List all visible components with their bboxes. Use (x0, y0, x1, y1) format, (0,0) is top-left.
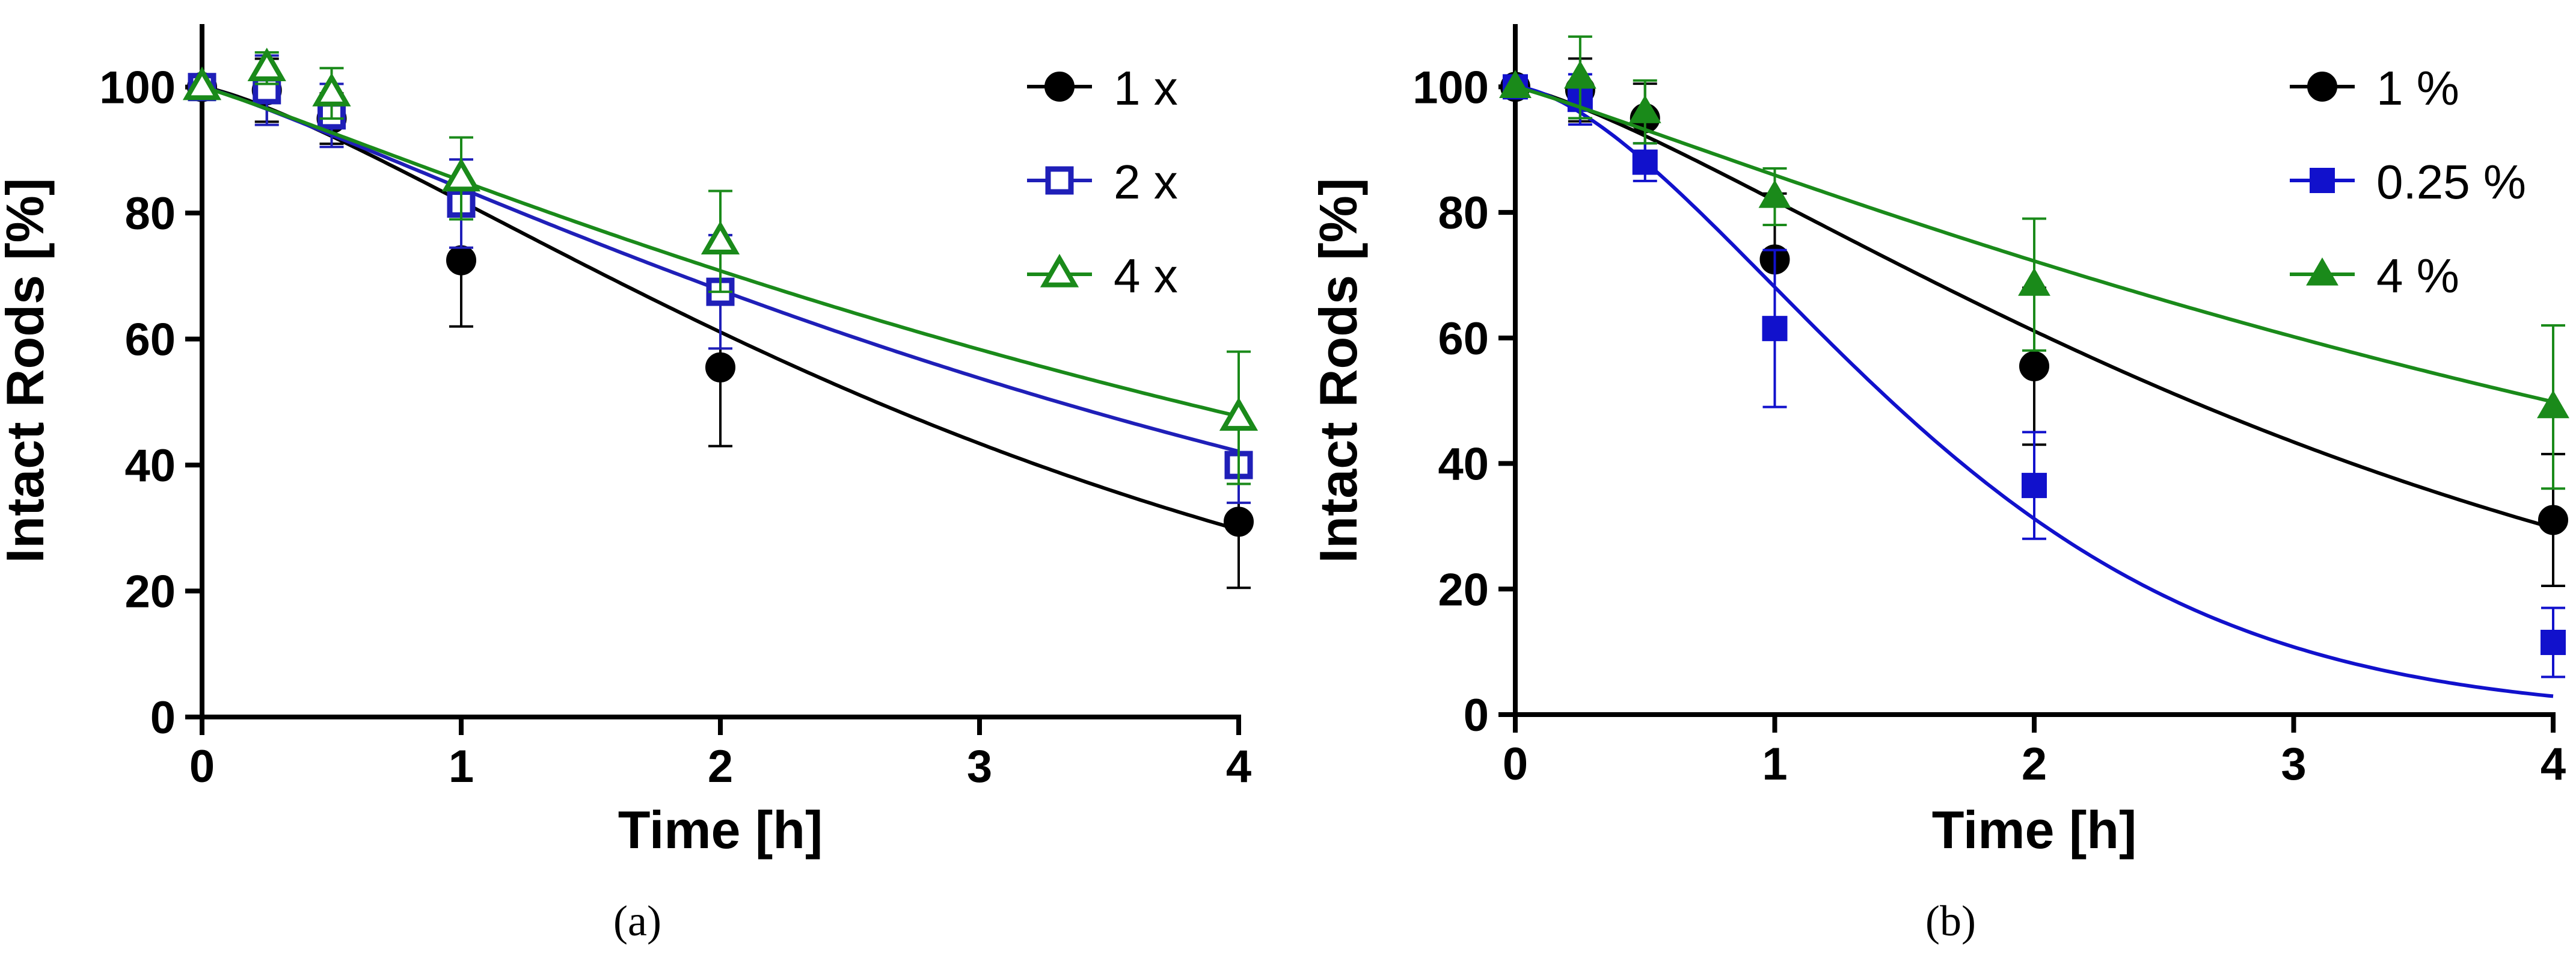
data-point (705, 352, 735, 383)
x-tick-label: 2 (2022, 739, 2047, 790)
y-tick-label: 20 (124, 567, 176, 618)
data-point (2537, 390, 2569, 419)
data-point (1632, 149, 1658, 175)
legend-entry: 0.25 % (2290, 155, 2526, 209)
x-axis-title: Time [h] (618, 800, 823, 860)
data-point (182, 66, 222, 100)
y-tick-label: 100 (1412, 62, 1489, 113)
y-tick-label: 40 (1438, 439, 1489, 490)
series-2 (182, 48, 1259, 485)
data-point (2022, 473, 2047, 499)
data-point (2018, 268, 2050, 296)
data-point (2541, 629, 2566, 655)
series-2 (1499, 35, 2569, 490)
y-axis-title: Intact Rods [%] (0, 178, 55, 563)
legend-label: 2 x (1114, 155, 1178, 209)
data-point (1758, 179, 1791, 208)
legend-entry: 1 % (2290, 61, 2459, 115)
y-tick-label: 0 (150, 692, 176, 743)
y-tick-label: 40 (124, 440, 176, 491)
y-tick-label: 80 (1438, 188, 1489, 239)
x-tick-label: 4 (2541, 739, 2566, 790)
x-tick-label: 3 (2281, 739, 2306, 790)
data-point (1628, 95, 1661, 123)
data-point (1563, 60, 1596, 89)
legend-entry: 1 x (1027, 61, 1178, 115)
y-tick-label: 60 (124, 315, 176, 366)
data-point (2538, 505, 2568, 535)
x-tick-label: 4 (1226, 741, 1251, 792)
legend-marker (1040, 253, 1079, 288)
legend-entry: 2 x (1027, 155, 1178, 209)
y-tick-label: 0 (1464, 690, 1489, 741)
panel-caption: (a) (613, 897, 661, 945)
x-tick-label: 0 (1503, 739, 1528, 790)
x-tick-label: 1 (1762, 739, 1787, 790)
panel-caption: (b) (1925, 897, 1976, 945)
data-point (312, 73, 351, 106)
y-tick-label: 20 (1438, 564, 1489, 615)
legend-label: 1 x (1114, 61, 1178, 115)
legend-marker (2310, 168, 2335, 193)
legend-label: 4 x (1114, 249, 1178, 303)
data-point (1762, 316, 1788, 342)
legend-label: 4 % (2376, 249, 2459, 303)
legend-label: 0.25 % (2376, 155, 2526, 209)
y-tick-label: 60 (1438, 313, 1489, 365)
legend-marker (1044, 72, 1075, 102)
y-tick-label: 80 (124, 188, 176, 239)
data-point (446, 245, 476, 275)
x-tick-label: 1 (449, 741, 474, 792)
x-axis-title: Time [h] (1932, 800, 2137, 860)
data-point (2019, 351, 2049, 381)
data-point (1219, 397, 1259, 431)
legend-entry: 4 % (2290, 249, 2459, 303)
x-tick-label: 2 (708, 741, 733, 792)
data-point (247, 48, 286, 81)
y-tick-label: 100 (99, 63, 176, 114)
legend-label: 1 % (2376, 61, 2459, 115)
data-point (441, 158, 481, 192)
x-tick-label: 3 (967, 741, 992, 792)
y-axis-title: Intact Rods [%] (1308, 178, 1368, 563)
data-point (701, 221, 740, 254)
panel-b: 0 20 40 60 80 100 0 1 2 3 4 Time [h] Intact Rods [%]… (1308, 24, 2569, 945)
data-point (1499, 70, 1532, 99)
data-point (1224, 506, 1254, 537)
legend-marker (1045, 166, 1074, 195)
legend-marker (2306, 257, 2338, 286)
legend-entry: 4 x (1027, 249, 1178, 303)
x-tick-label: 0 (189, 741, 215, 792)
panel-a: 0 20 40 60 80 100 0 1 2 3 4 Time [h] Intact Rods [%]… (0, 24, 1259, 945)
legend-marker (2307, 72, 2337, 102)
